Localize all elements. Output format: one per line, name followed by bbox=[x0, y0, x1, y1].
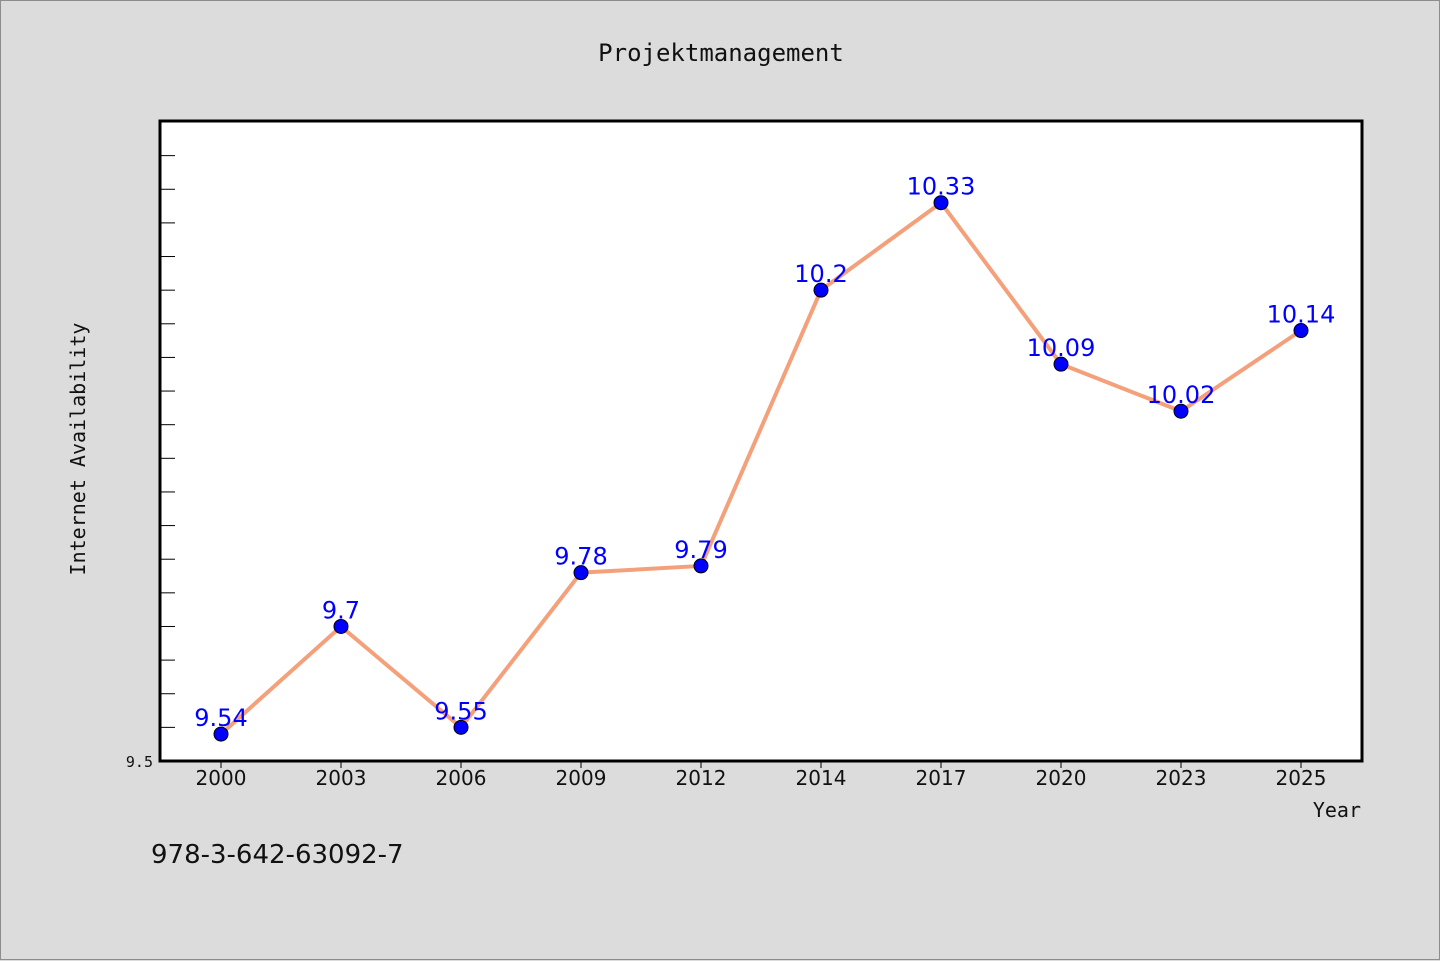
data-point bbox=[573, 565, 589, 581]
data-point bbox=[813, 282, 829, 298]
x-tick-label: 2003 bbox=[316, 766, 367, 790]
x-tick-label: 2009 bbox=[556, 766, 607, 790]
data-point bbox=[1053, 356, 1069, 372]
series-markers bbox=[213, 195, 1309, 742]
data-labels: 9.54 9.7 9.55 9.78 9.79 10.2 10.33 10.09 10.02 10… bbox=[194, 173, 1335, 732]
data-point bbox=[213, 726, 229, 742]
data-label: 10.2 bbox=[794, 260, 847, 288]
x-axis-ticks: 2000 2003 2006 2009 2012 2014 2017 2020 2023 2025 bbox=[196, 761, 1327, 790]
data-label: 9.79 bbox=[674, 536, 727, 564]
y-axis-ticks bbox=[161, 155, 175, 762]
data-point bbox=[333, 618, 349, 634]
x-tick-label: 2025 bbox=[1276, 766, 1327, 790]
x-tick-label: 2017 bbox=[916, 766, 967, 790]
data-label: 10.14 bbox=[1267, 301, 1336, 329]
data-label: 10.09 bbox=[1027, 334, 1096, 362]
x-tick-label: 2012 bbox=[676, 766, 727, 790]
y-axis-label: Internet Availability bbox=[66, 323, 90, 576]
x-tick-label: 2006 bbox=[436, 766, 487, 790]
data-label: 9.7 bbox=[322, 596, 360, 624]
x-tick-label: 2014 bbox=[796, 766, 847, 790]
plot-area bbox=[158, 119, 1364, 763]
series-line bbox=[219, 200, 1303, 736]
data-point bbox=[453, 719, 469, 735]
data-label: 9.55 bbox=[434, 697, 487, 725]
data-point bbox=[1173, 403, 1189, 419]
data-label: 10.33 bbox=[907, 173, 976, 201]
x-tick-label: 2020 bbox=[1036, 766, 1087, 790]
x-axis-label: Year bbox=[1313, 798, 1361, 822]
isbn-text: 978-3-642-63092-7 bbox=[151, 840, 404, 870]
data-point bbox=[933, 195, 949, 211]
data-label: 9.54 bbox=[194, 704, 247, 732]
x-tick-label: 2023 bbox=[1156, 766, 1207, 790]
data-point bbox=[1293, 323, 1309, 339]
data-label: 10.02 bbox=[1147, 381, 1216, 409]
chart-title: Projektmanagement bbox=[598, 39, 844, 67]
x-tick-label: 2000 bbox=[196, 766, 247, 790]
y-tick-label: 9.5 bbox=[126, 753, 153, 771]
data-label: 9.78 bbox=[554, 543, 607, 571]
data-point bbox=[693, 558, 709, 574]
